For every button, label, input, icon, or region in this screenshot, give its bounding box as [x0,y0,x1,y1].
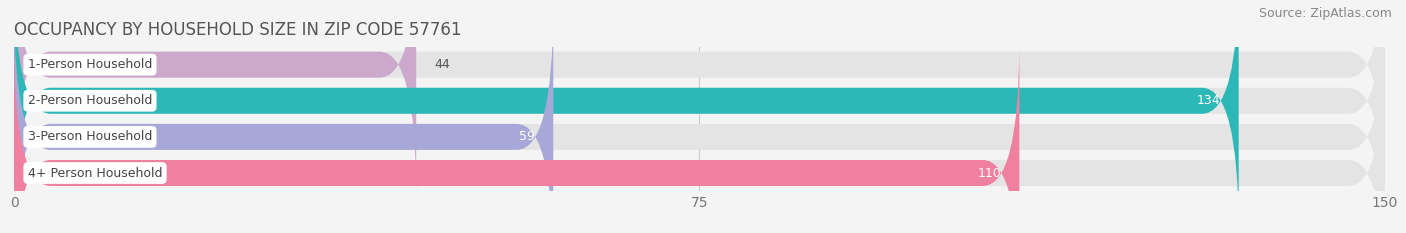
Text: 4+ Person Household: 4+ Person Household [28,167,162,179]
Text: 59: 59 [519,130,536,143]
Text: OCCUPANCY BY HOUSEHOLD SIZE IN ZIP CODE 57761: OCCUPANCY BY HOUSEHOLD SIZE IN ZIP CODE … [14,21,461,39]
Text: 2-Person Household: 2-Person Household [28,94,152,107]
FancyBboxPatch shape [14,0,416,196]
FancyBboxPatch shape [14,5,1385,233]
Text: 1-Person Household: 1-Person Household [28,58,152,71]
Text: Source: ZipAtlas.com: Source: ZipAtlas.com [1258,7,1392,20]
FancyBboxPatch shape [14,0,1239,232]
Text: 3-Person Household: 3-Person Household [28,130,152,143]
FancyBboxPatch shape [14,41,1385,233]
FancyBboxPatch shape [14,0,1385,232]
FancyBboxPatch shape [14,5,554,233]
FancyBboxPatch shape [14,0,1385,196]
Text: 134: 134 [1197,94,1220,107]
Text: 44: 44 [434,58,450,71]
Text: 110: 110 [977,167,1001,179]
FancyBboxPatch shape [14,41,1019,233]
